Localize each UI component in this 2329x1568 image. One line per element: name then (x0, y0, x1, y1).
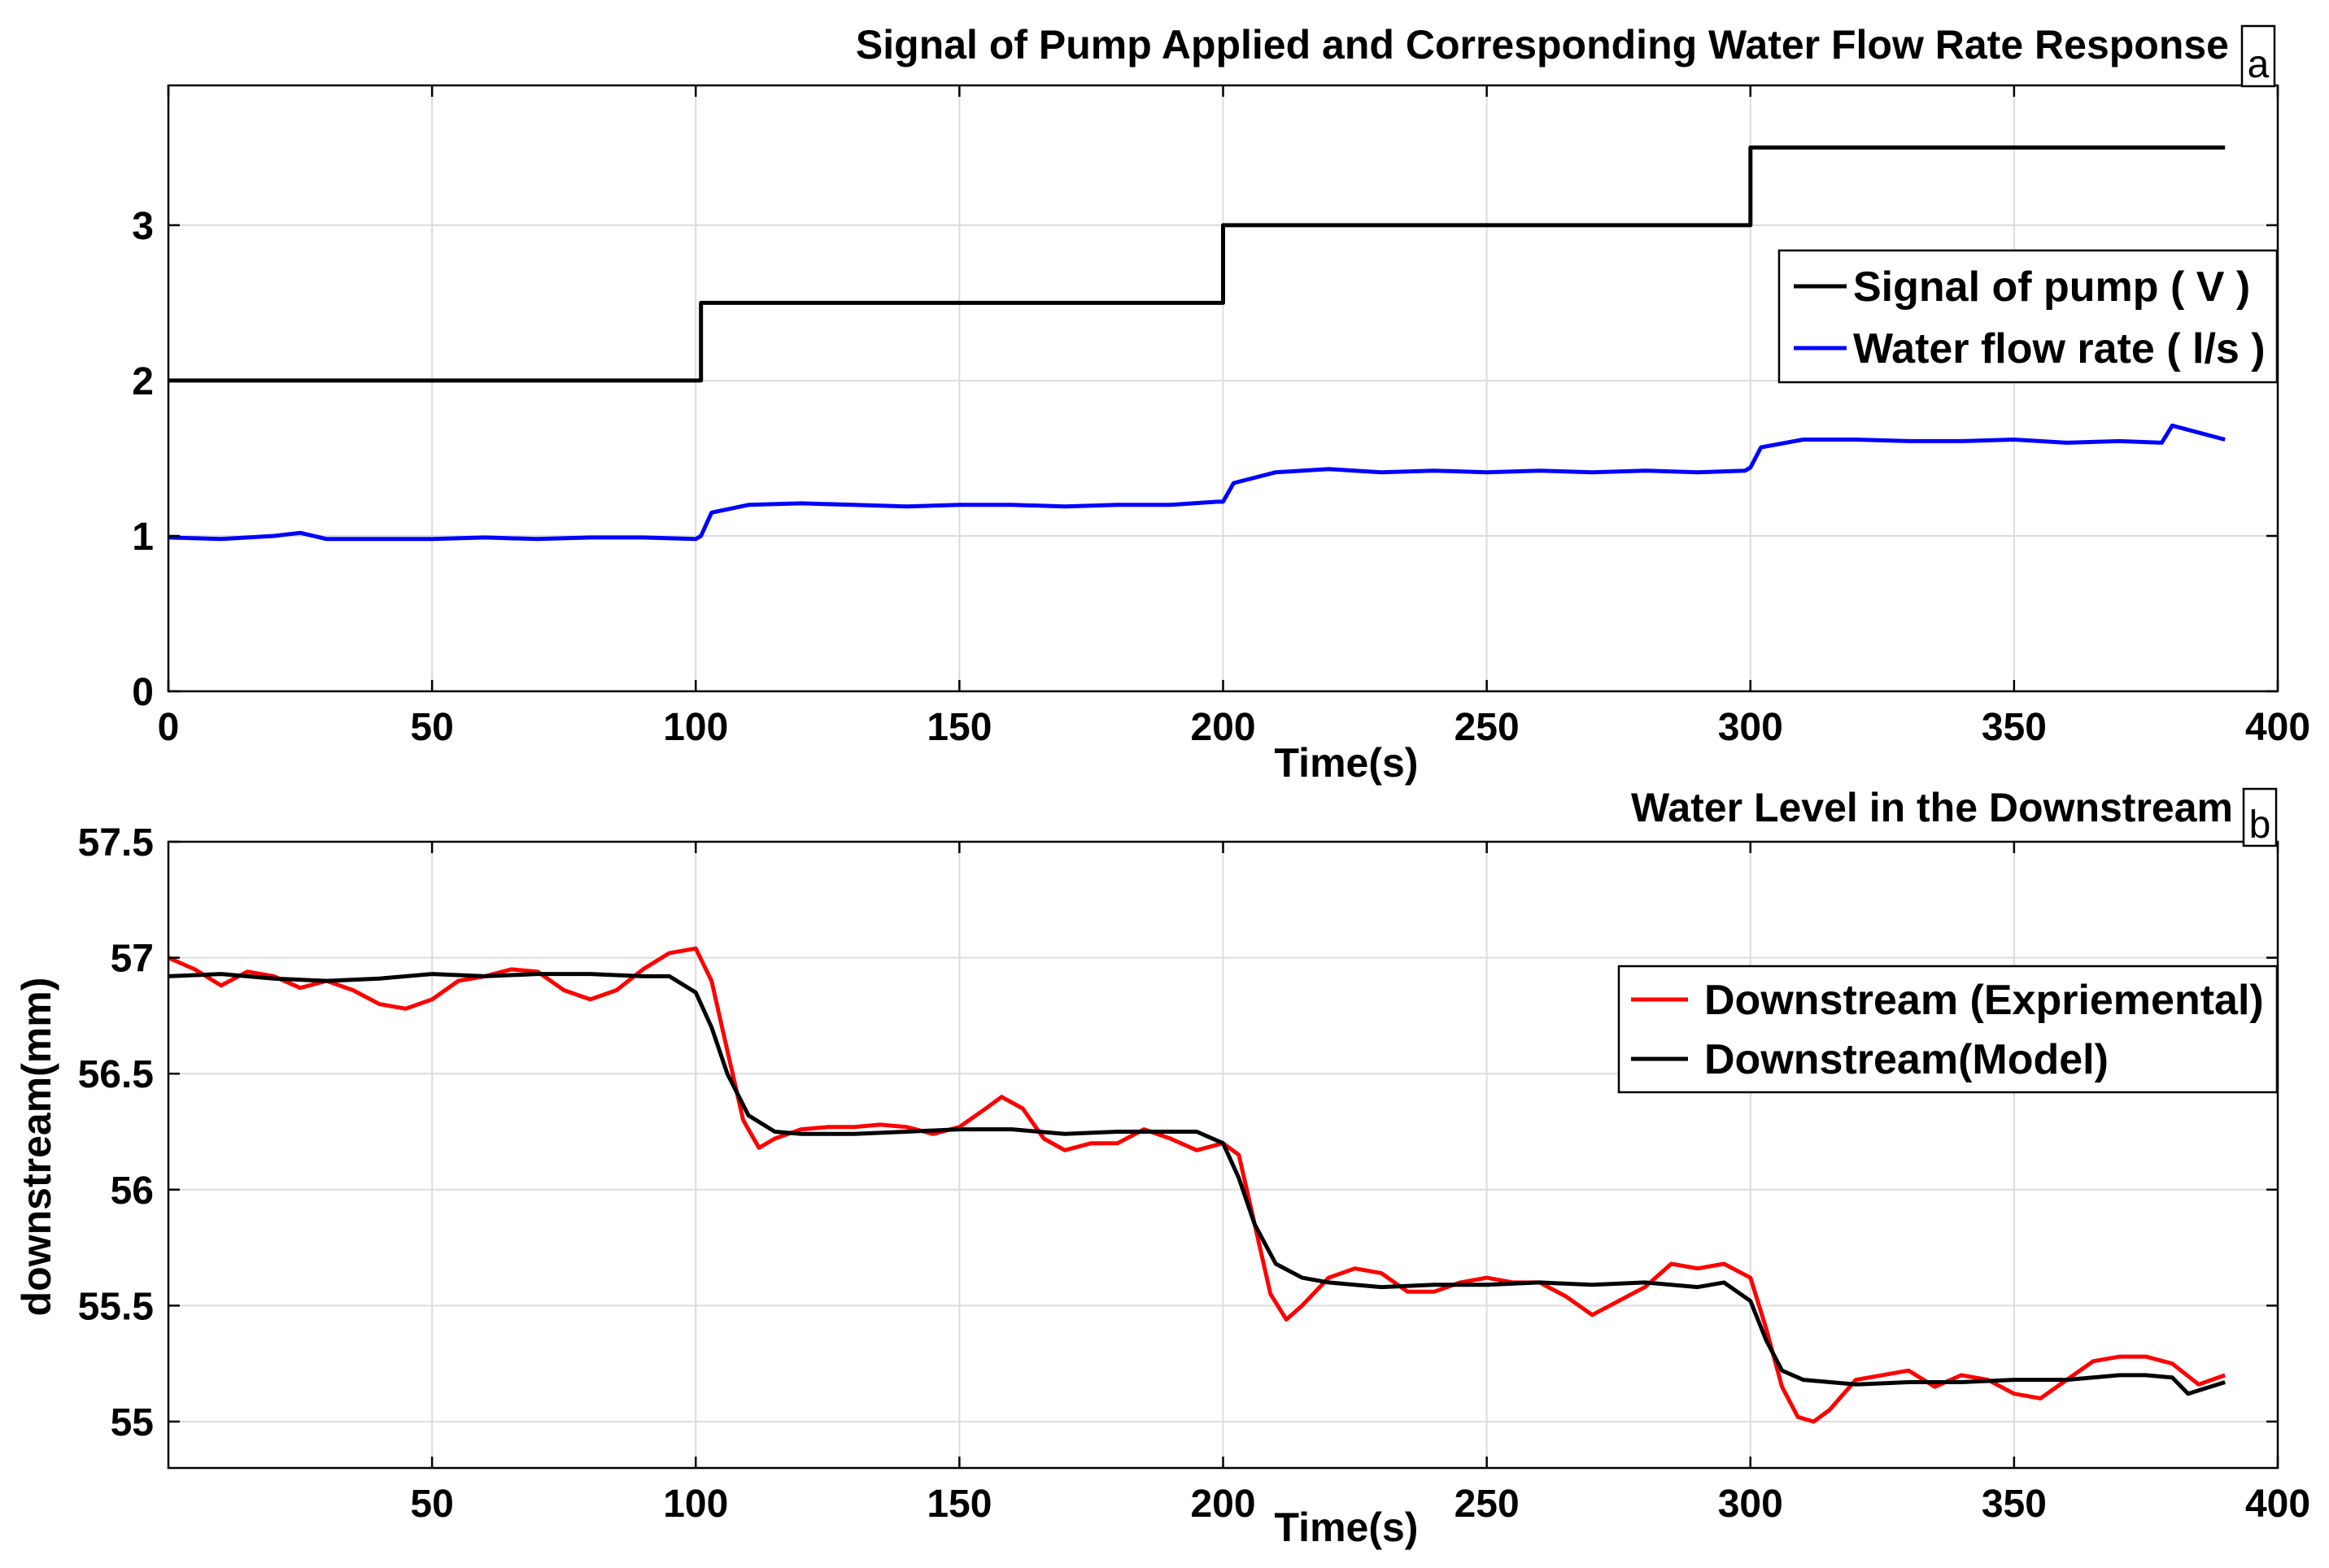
panel-a-legend-box (1777, 249, 2279, 384)
panel-a-series-line-0 (168, 145, 2226, 383)
panel-a-xtick-label: 300 (1718, 706, 1783, 749)
panel-a-xtick-label: 0 (158, 706, 180, 749)
panel-b-xtick-label: 50 (410, 1483, 453, 1526)
panel-b-xtick-label: 350 (1982, 1483, 2047, 1526)
panel-b-ytick-label: 57.5 (78, 821, 154, 865)
panel-b-xtick-label: 200 (1190, 1483, 1255, 1526)
panel-a-xtick-label: 200 (1190, 706, 1255, 749)
panel-b-xtick-label: 400 (2245, 1483, 2310, 1526)
panel-a-xlabel: Time(s) (1275, 740, 1419, 786)
panel-a-x-ticks: 0 50 100 150 200 250 300 350 400 (158, 85, 2310, 749)
panel-a-chart: 0 50 100 150 200 250 300 350 400 0 1 2 3 Signal of … (132, 22, 2310, 786)
panel-a-legend-label-signal: Signal of pump ( V ) (1853, 264, 2250, 311)
panel-a-tag: a (2248, 43, 2270, 86)
panel-b-xtick-label: 150 (927, 1483, 992, 1526)
panel-b-tag: b (2249, 804, 2271, 847)
panel-a-xtick-label: 50 (410, 706, 453, 749)
panel-a-legend-label-flow: Water flow rate ( l/s ) (1853, 325, 2266, 372)
panel-b-title: Water Level in the Downstream (1631, 785, 2233, 830)
panel-a-xtick-label: 100 (663, 706, 728, 749)
panel-b-ytick-label: 56 (111, 1169, 154, 1213)
panel-a-xtick-label: 150 (927, 706, 992, 749)
panel-a-series-line-1 (168, 423, 2226, 542)
panel-b-xtick-label: 250 (1455, 1483, 1520, 1526)
panel-a-legend: Signal of pump ( V ) Water flow rate ( l… (1777, 249, 2279, 384)
panel-b-tag-box (2242, 787, 2278, 847)
panel-a-series (168, 145, 2226, 542)
panel-a-ytick-label: 2 (132, 360, 154, 403)
panel-b-legend: Downstream (Expriemental) Downstream(Mod… (1617, 965, 2279, 1094)
panel-a-y-ticks: 0 1 2 3 (132, 205, 2278, 714)
panel-b-legend-label-exp: Downstream (Expriemental) (1704, 977, 2264, 1024)
panel-b-xtick-label: 100 (663, 1483, 728, 1526)
panel-a-title: Signal of Pump Applied and Corresponding… (856, 22, 2229, 68)
panel-b-ytick-label: 57 (111, 938, 154, 981)
panel-b-x-ticks: 50 100 150 200 250 300 350 400 (410, 842, 2310, 1526)
panel-b-legend-box (1617, 965, 2279, 1094)
panel-a-ytick-label: 0 (132, 671, 154, 714)
panel-b-ytick-label: 56.5 (78, 1053, 154, 1096)
panel-b-ytick-label: 55.5 (78, 1285, 154, 1328)
panel-b-series-line-1 (168, 972, 2226, 1396)
panel-b-legend-label-model: Downstream(Model) (1704, 1036, 2109, 1083)
panel-b-chart: 50 100 150 200 250 300 350 400 55 55.5 56 56.5 57 57… (14, 785, 2310, 1550)
panel-b-ylabel: downstream(mm) (14, 978, 59, 1317)
panel-b-xtick-label: 300 (1718, 1483, 1783, 1526)
panel-b-series (167, 946, 2227, 1424)
panel-b-ytick-label: 55 (111, 1401, 154, 1444)
panel-b-xlabel: Time(s) (1275, 1505, 1419, 1550)
panel-a-tag-box (2240, 24, 2276, 88)
panel-a-ytick-label: 1 (132, 516, 154, 559)
panel-a-xtick-label: 400 (2245, 706, 2310, 749)
panel-a-ytick-label: 3 (132, 205, 154, 248)
panel-a-xtick-label: 350 (1982, 706, 2047, 749)
panel-a-xtick-label: 250 (1455, 706, 1520, 749)
